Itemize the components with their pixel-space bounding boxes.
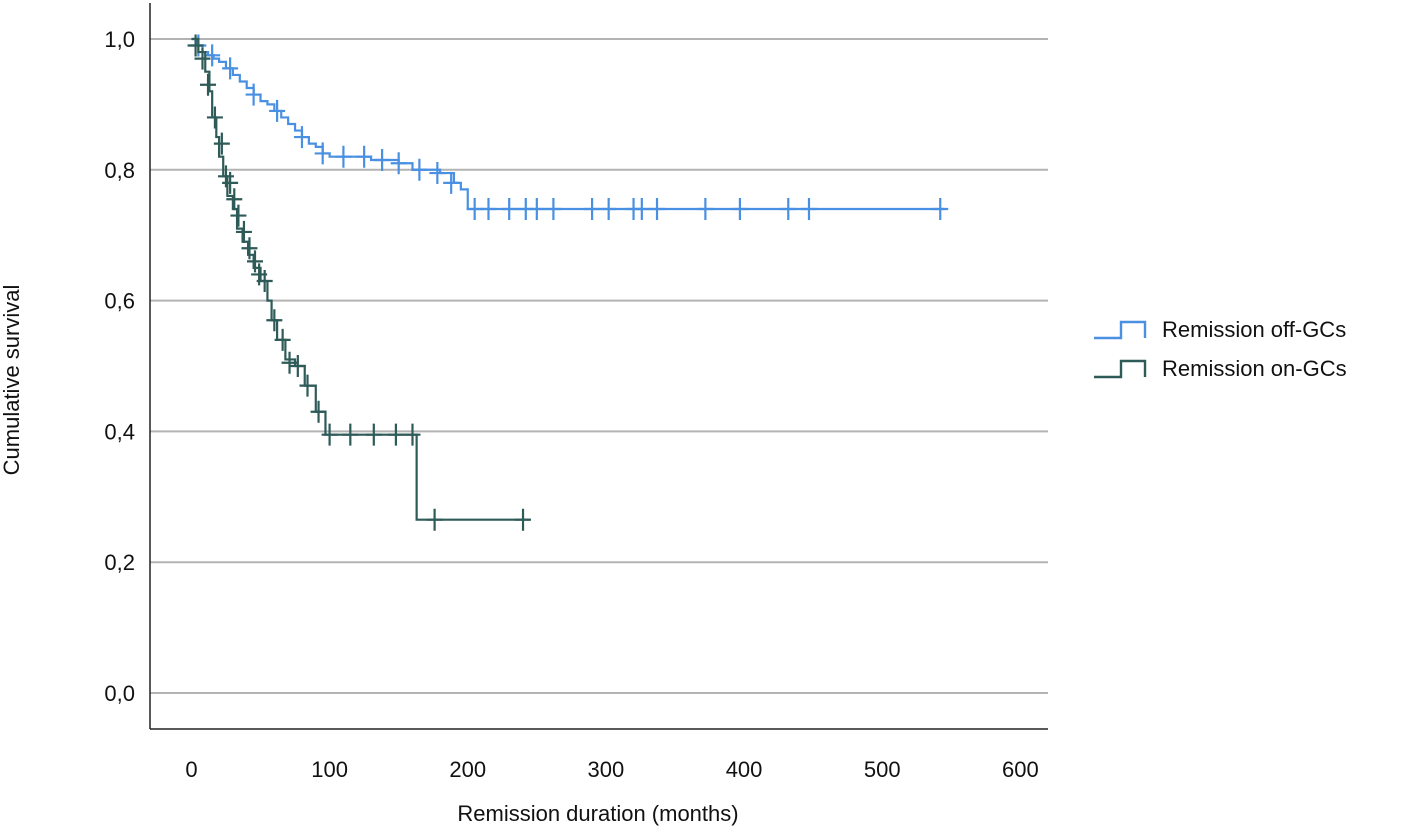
series-group-1 [190,34,949,221]
censor-mark-2 [365,423,382,446]
x-tick-label: 400 [726,757,763,782]
legend-swatch-1 [1094,320,1147,340]
censor-mark-2 [387,423,404,446]
censor-mark-2 [256,269,273,292]
x-tick-label: 0 [185,757,197,782]
censor-mark-1 [222,57,239,80]
censor-mark-2 [299,374,316,397]
censor-mark-1 [356,145,373,168]
censor-mark-1 [269,99,286,122]
censor-mark-2 [321,423,338,446]
censor-mark-2 [515,508,532,531]
censor-mark-1 [600,198,617,221]
censor-mark-2 [187,34,204,57]
legend-swatch-2 [1094,359,1147,379]
legend-layer: Remission off-GCs Remission on-GCs [1094,317,1347,381]
censor-mark-2 [342,423,359,446]
censor-mark-2 [194,47,211,70]
censor-mark-1 [780,198,797,221]
censor-mark-2 [281,351,298,374]
x-tick-label: 100 [311,757,348,782]
censor-mark-1 [649,198,666,221]
censor-mark-1 [204,44,221,67]
censor-mark-2 [206,106,223,129]
censor-mark-1 [443,171,460,194]
survival-curve-1 [191,37,945,211]
censor-mark-2 [222,171,239,194]
censor-mark-2 [226,188,243,211]
x-tick-label: 200 [449,757,486,782]
censor-mark-1 [314,142,331,165]
series-group-2 [187,34,532,531]
censor-mark-1 [374,148,391,171]
y-axis-label: Cumulative survival [0,285,24,476]
censor-mark-1 [293,126,310,149]
censor-mark-2 [404,423,421,446]
y-tick-label: 0,0 [104,681,135,706]
censor-mark-1 [731,198,748,221]
censor-mark-1 [480,198,497,221]
censor-mark-1 [528,198,545,221]
x-tick-label: 500 [864,757,901,782]
censor-mark-1 [411,158,428,181]
grid-layer [150,37,1048,695]
y-tick-label: 0,8 [104,158,135,183]
censor-mark-1 [390,152,407,175]
censor-mark-1 [429,162,446,185]
censor-mark-1 [466,198,483,221]
censor-mark-1 [584,198,601,221]
censor-mark-2 [426,508,443,531]
censor-mark-2 [213,132,230,155]
censor-mark-2 [230,204,247,227]
censor-mark-1 [545,198,562,221]
censor-mark-2 [310,400,327,423]
censor-mark-1 [633,198,650,221]
censor-mark-2 [266,309,283,332]
legend-label-1: Remission off-GCs [1162,317,1346,342]
censor-mark-2 [247,250,263,273]
censor-mark-2 [217,165,234,188]
censor-mark-1 [501,198,518,221]
censor-mark-2 [200,73,217,96]
censor-mark-1 [697,198,714,221]
censor-mark-1 [335,145,352,168]
y-tick-label: 1,0 [104,27,135,52]
censor-mark-2 [241,237,258,260]
censor-mark-2 [289,355,306,377]
survival-curve-2 [191,37,530,521]
x-tick-label: 300 [588,757,625,782]
censor-mark-2 [274,328,291,351]
y-tick-label: 0,6 [104,289,135,314]
censor-mark-1 [245,83,262,106]
censor-mark-1 [800,198,817,221]
y-tick-label: 0,2 [104,550,135,575]
series-layer [187,34,949,531]
x-axis-label: Remission duration (months) [457,801,738,826]
legend-label-2: Remission on-GCs [1162,356,1347,381]
axis-layer: 0,0 0,2 0,4 0,6 0,8 1,0 0 100 200 300 400 500 600 [104,3,1048,782]
y-tick-label: 0,4 [104,419,135,444]
censor-mark-2 [235,220,252,243]
x-tick-label: 600 [1002,757,1039,782]
censor-mark-1 [932,198,949,221]
